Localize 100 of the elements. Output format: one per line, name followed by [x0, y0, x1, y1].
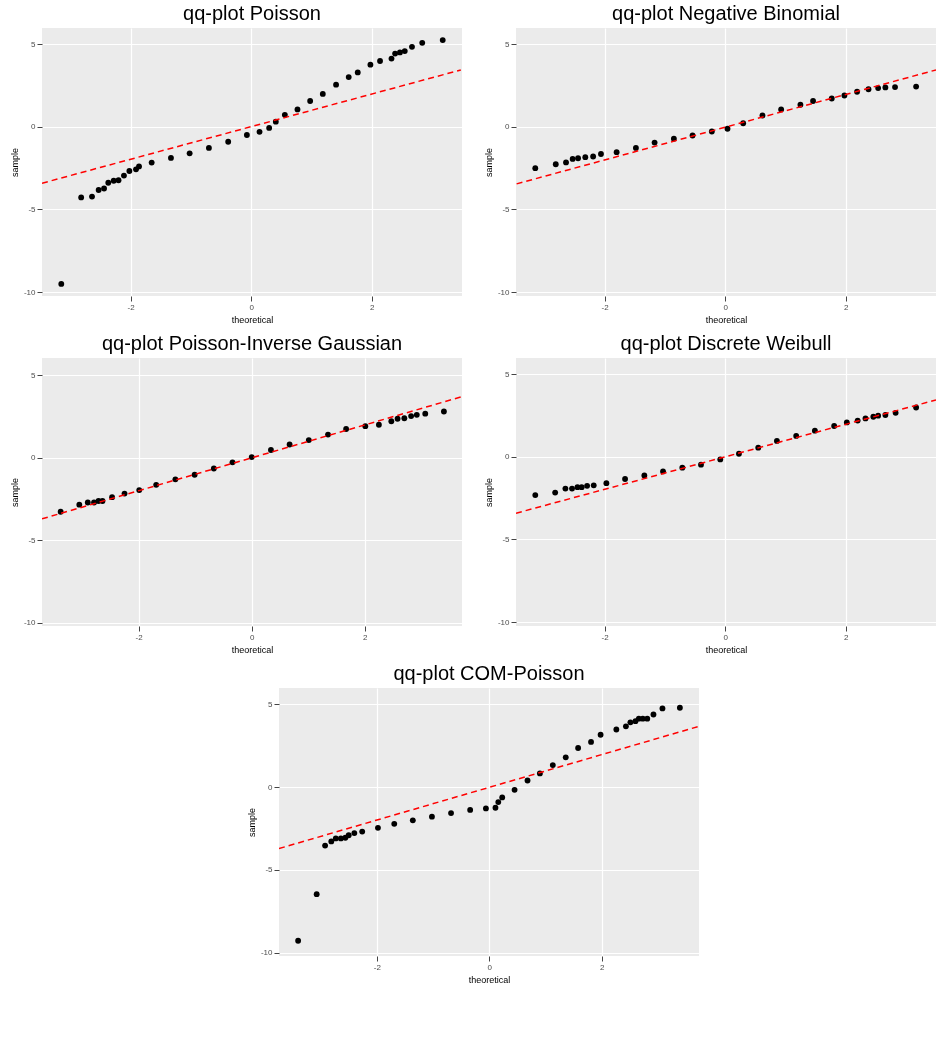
point — [441, 408, 447, 415]
point — [225, 138, 232, 145]
x-axis-title: theoretical — [231, 314, 274, 325]
point — [388, 418, 395, 425]
point — [724, 125, 731, 132]
y-tick-label: -5 — [502, 534, 511, 544]
point — [676, 704, 683, 711]
point — [359, 828, 366, 835]
y-axis-title: sample — [483, 147, 494, 178]
x-tick-label: 2 — [369, 302, 375, 312]
point — [590, 153, 597, 160]
point — [126, 168, 133, 174]
point — [622, 723, 629, 730]
x-tick-label: -2 — [601, 302, 610, 312]
y-tick-label: -5 — [502, 204, 511, 214]
point — [603, 480, 610, 487]
point — [377, 58, 383, 64]
point — [882, 84, 889, 91]
x-tick-label: 2 — [363, 632, 369, 642]
x-tick-label: 0 — [249, 302, 255, 312]
point — [351, 830, 358, 837]
point — [256, 128, 263, 135]
x-axis-title: theoretical — [231, 644, 274, 655]
point — [562, 485, 569, 492]
point — [892, 84, 898, 91]
x-tick-label: -2 — [127, 302, 136, 312]
point — [168, 155, 174, 161]
point — [401, 415, 408, 422]
point — [524, 777, 531, 784]
point — [375, 421, 382, 428]
point — [394, 415, 401, 422]
y-tick-label: -10 — [497, 287, 511, 297]
point — [429, 813, 435, 820]
point — [467, 806, 474, 813]
point — [110, 177, 117, 184]
point — [650, 711, 657, 718]
y-tick-label: 5 — [31, 39, 37, 49]
point — [367, 61, 374, 68]
point — [659, 705, 666, 712]
point — [76, 501, 83, 508]
point — [584, 482, 591, 489]
x-tick-label: -2 — [601, 632, 610, 642]
x-tick-label: 0 — [723, 302, 729, 312]
point — [549, 762, 556, 769]
chart-title: qq-plot Negative Binomial — [612, 2, 840, 24]
point — [375, 824, 381, 831]
point — [78, 194, 85, 201]
point — [305, 437, 312, 443]
point — [409, 817, 416, 824]
point — [448, 810, 454, 816]
point — [913, 83, 920, 90]
y-tick-label: -10 — [497, 617, 511, 627]
point — [307, 98, 314, 104]
point — [105, 179, 112, 186]
point — [569, 156, 576, 162]
point — [492, 804, 499, 811]
point — [101, 185, 107, 192]
point — [552, 489, 559, 496]
point — [627, 719, 634, 726]
chart-title: qq-plot Discrete Weibull — [620, 332, 832, 354]
point — [319, 90, 326, 97]
point — [569, 485, 575, 492]
point — [268, 447, 274, 453]
point — [409, 43, 415, 50]
point — [206, 144, 212, 151]
y-tick-label: 0 — [505, 452, 511, 462]
x-tick-label: 0 — [723, 632, 729, 642]
x-tick-label: -2 — [135, 632, 144, 642]
point — [641, 472, 648, 479]
point — [89, 193, 95, 200]
point — [622, 476, 628, 482]
point — [295, 937, 302, 944]
point — [408, 413, 415, 420]
y-axis-title: sample — [9, 477, 20, 508]
y-tick-label: 5 — [31, 370, 37, 380]
x-tick-label: 0 — [487, 962, 493, 972]
point — [328, 838, 335, 845]
y-axis-title: sample — [9, 147, 20, 178]
point — [148, 159, 155, 166]
point — [598, 151, 604, 157]
point — [413, 411, 420, 418]
point — [266, 124, 273, 131]
x-tick-label: 2 — [843, 302, 849, 312]
chart-title: qq-plot Poisson — [183, 2, 321, 24]
point — [644, 715, 651, 722]
point — [354, 69, 361, 76]
x-axis-title: theoretical — [468, 974, 511, 985]
y-tick-label: -5 — [265, 865, 274, 875]
point — [422, 410, 429, 417]
point — [588, 738, 594, 745]
point — [575, 155, 581, 162]
point — [613, 149, 620, 156]
chart-title: qq-plot COM-Poisson — [393, 662, 585, 684]
point — [401, 48, 408, 55]
x-axis-title: theoretical — [705, 644, 748, 655]
x-axis-title: theoretical — [705, 314, 748, 325]
point — [313, 891, 320, 898]
point — [58, 281, 65, 287]
y-tick-label: 5 — [268, 699, 274, 709]
point — [613, 726, 620, 733]
